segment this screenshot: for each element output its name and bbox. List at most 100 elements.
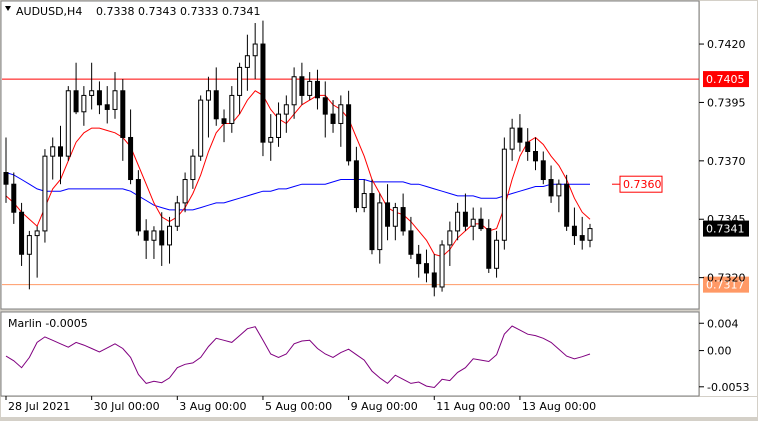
candle[interactable] (81, 86, 87, 126)
candle[interactable] (151, 226, 157, 259)
candle[interactable] (462, 193, 468, 231)
candle[interactable] (182, 172, 188, 213)
price-tick-label: 0.7345 (707, 213, 746, 226)
candle[interactable] (579, 216, 585, 250)
candle[interactable] (501, 137, 507, 250)
candle[interactable] (135, 170, 141, 236)
candle-body-bullish (89, 90, 95, 96)
candle[interactable] (276, 102, 282, 147)
candle[interactable] (447, 221, 453, 266)
candle[interactable] (221, 109, 227, 143)
indicator-panel[interactable] (0, 311, 700, 397)
candle[interactable] (260, 20, 266, 157)
candle[interactable] (174, 195, 180, 231)
candle[interactable] (237, 62, 243, 115)
candle[interactable] (65, 86, 71, 161)
candle[interactable] (307, 72, 313, 101)
candle[interactable] (73, 62, 79, 115)
candle[interactable] (517, 114, 523, 152)
candle[interactable] (268, 114, 274, 161)
candle[interactable] (314, 69, 320, 110)
candle[interactable] (571, 207, 577, 245)
candle[interactable] (408, 216, 414, 259)
target-price-label: 0.7360 (623, 178, 662, 191)
candle[interactable] (128, 109, 134, 185)
candle-body-bearish (369, 193, 375, 251)
candle[interactable] (19, 202, 25, 266)
candle-body-bearish (120, 90, 126, 138)
symbol-timeframe-label: AUDUSD,H4 (16, 5, 82, 18)
candle-body-bearish (19, 211, 25, 255)
candle[interactable] (377, 193, 383, 264)
candle[interactable] (322, 81, 328, 138)
candle[interactable] (478, 207, 484, 231)
candle[interactable] (104, 86, 110, 124)
candle[interactable] (190, 149, 196, 189)
candle[interactable] (486, 219, 492, 273)
candle[interactable] (252, 23, 258, 80)
candle[interactable] (455, 202, 461, 241)
candle[interactable] (470, 207, 476, 241)
candle[interactable] (540, 151, 546, 185)
current-price-badge (703, 220, 749, 237)
candle[interactable] (120, 79, 126, 161)
candle[interactable] (143, 219, 149, 259)
candle[interactable] (346, 90, 352, 166)
candle[interactable] (392, 202, 398, 241)
candle[interactable] (338, 95, 344, 147)
candle-body-bullish (42, 155, 48, 232)
candle[interactable] (112, 72, 118, 119)
candle[interactable] (431, 254, 437, 297)
candle[interactable] (400, 193, 406, 236)
candle-body-bullish (34, 230, 40, 237)
candle[interactable] (159, 212, 165, 266)
candle[interactable] (525, 128, 531, 161)
candle[interactable] (439, 240, 445, 292)
candle[interactable] (494, 230, 500, 278)
candle-body-bullish (151, 230, 157, 241)
candle[interactable] (213, 67, 219, 126)
candle-body-bullish (377, 202, 383, 251)
candle[interactable] (198, 95, 204, 161)
candle[interactable] (11, 172, 17, 224)
candle-body-bullish (447, 230, 453, 246)
candle[interactable] (283, 95, 289, 133)
candle[interactable] (58, 125, 64, 185)
candle[interactable] (587, 223, 593, 248)
candle-body-bullish (556, 183, 562, 197)
candle[interactable] (89, 62, 95, 110)
candle[interactable] (361, 179, 367, 213)
candle[interactable] (532, 137, 538, 171)
dropdown-triangle-icon[interactable] (5, 6, 11, 11)
candle[interactable] (244, 34, 250, 91)
candle[interactable] (556, 179, 562, 213)
candle[interactable] (42, 149, 48, 243)
candle-body-bullish (198, 99, 204, 157)
candle[interactable] (564, 174, 570, 231)
candle[interactable] (385, 184, 391, 241)
candle[interactable] (416, 244, 422, 278)
candle[interactable] (205, 76, 211, 138)
candle[interactable] (167, 216, 173, 264)
candle-body-bearish (478, 218, 484, 230)
candle[interactable] (423, 249, 429, 283)
candle[interactable] (34, 226, 40, 278)
candle[interactable] (353, 146, 359, 213)
indicator-tick-label: 0.004 (707, 317, 739, 330)
candle[interactable] (548, 165, 554, 203)
candle[interactable] (96, 81, 102, 115)
candle[interactable] (291, 67, 297, 119)
candle[interactable] (330, 100, 336, 133)
candle[interactable] (229, 86, 235, 133)
candle[interactable] (50, 137, 56, 180)
candle-body-bullish (392, 207, 398, 227)
candle-body-bearish (260, 43, 266, 143)
candle[interactable] (26, 230, 32, 290)
candle[interactable] (3, 137, 9, 203)
candle[interactable] (509, 118, 515, 161)
candle-body-bearish (525, 141, 531, 152)
candle[interactable] (299, 62, 305, 105)
candle[interactable] (369, 179, 375, 255)
